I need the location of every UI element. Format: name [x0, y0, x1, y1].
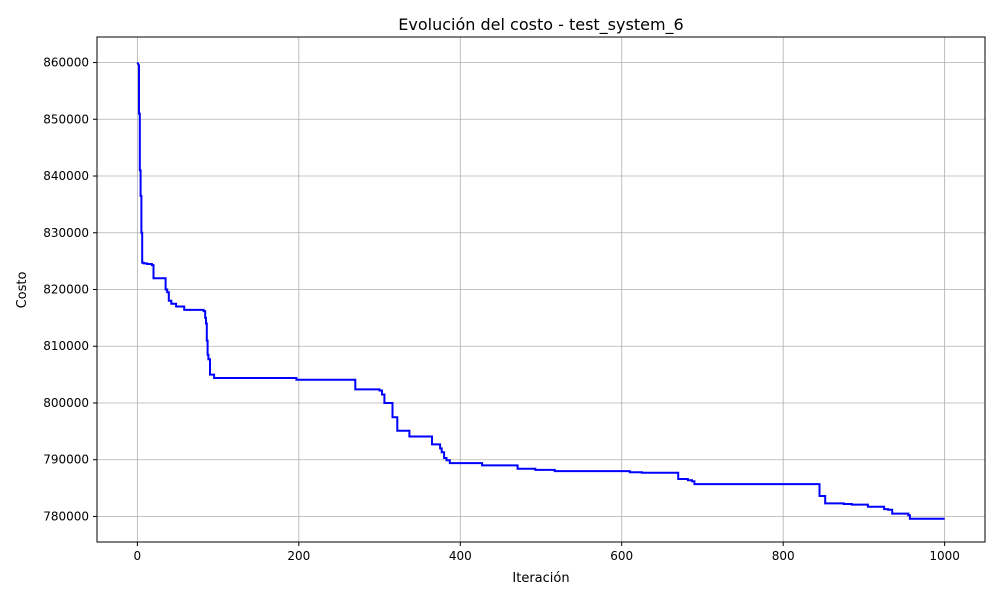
series-line-0 [136, 62, 945, 520]
x-tick-label: 800 [772, 549, 795, 563]
y-tick-label: 780000 [43, 509, 89, 523]
y-tick-label: 820000 [43, 283, 89, 297]
y-axis-label: Costo [15, 272, 30, 309]
x-tick-label: 600 [610, 549, 633, 563]
x-tick-label: 400 [449, 549, 472, 563]
y-axis-ticks: 780000 790000 800000 810000 820000 830000 8400… [43, 56, 97, 523]
y-tick-label: 790000 [43, 453, 89, 467]
x-tick-label: 200 [287, 549, 310, 563]
x-axis-ticks: 0 200 400 600 800 1000 [134, 542, 960, 563]
y-tick-label: 830000 [43, 226, 89, 240]
y-tick-label: 810000 [43, 339, 89, 353]
grid [97, 37, 985, 542]
y-tick-label: 860000 [43, 56, 89, 70]
series-layer [136, 62, 945, 520]
x-tick-label: 1000 [929, 549, 960, 563]
x-axis-label: Iteración [512, 571, 569, 586]
y-tick-label: 840000 [43, 169, 89, 183]
y-tick-label: 800000 [43, 396, 89, 410]
chart-title: Evolución del costo - test_system_6 [398, 15, 683, 35]
x-tick-label: 0 [134, 549, 142, 563]
y-tick-label: 850000 [43, 112, 89, 126]
